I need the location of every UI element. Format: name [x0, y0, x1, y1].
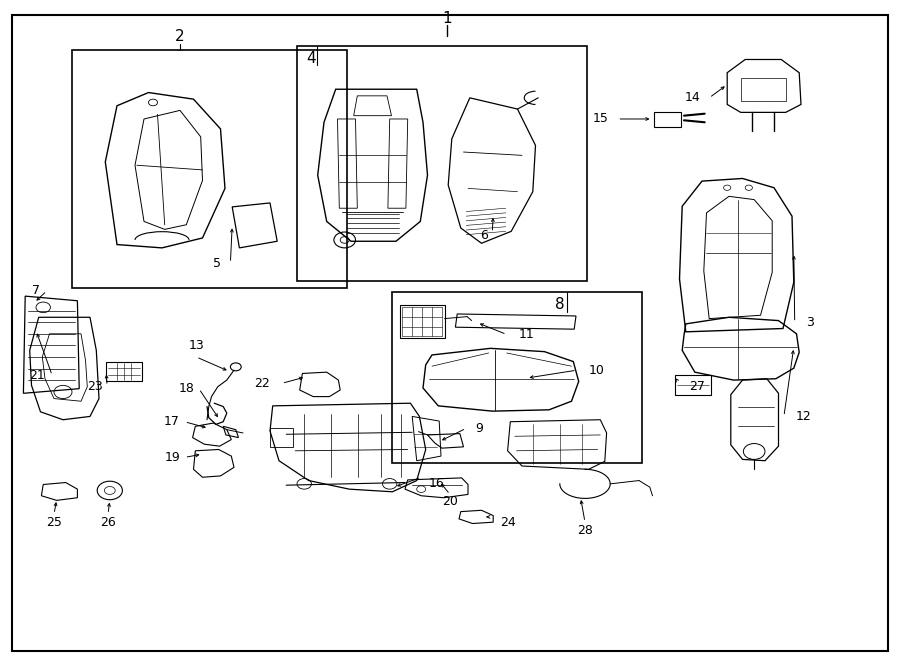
Text: 4: 4 [306, 51, 316, 65]
Text: 9: 9 [475, 422, 483, 435]
Text: 17: 17 [164, 415, 180, 428]
Text: 23: 23 [87, 379, 103, 393]
Text: 12: 12 [796, 410, 812, 423]
Text: 24: 24 [500, 516, 517, 529]
Text: 14: 14 [685, 91, 700, 104]
Text: 11: 11 [518, 328, 535, 341]
Bar [270, 428, 292, 447]
Bar [72, 50, 346, 288]
Text: 1: 1 [443, 11, 452, 26]
Text: 25: 25 [46, 516, 62, 529]
Bar [106, 362, 142, 381]
Bar [654, 112, 681, 127]
Text: 15: 15 [592, 112, 608, 126]
Text: 22: 22 [254, 377, 270, 390]
Bar [297, 46, 587, 281]
Bar [675, 375, 711, 395]
Bar [392, 292, 642, 463]
Text: 21: 21 [29, 369, 45, 382]
Text: 28: 28 [577, 524, 593, 537]
Text: 7: 7 [32, 284, 40, 297]
Text: 20: 20 [442, 494, 458, 508]
Text: 6: 6 [480, 229, 488, 243]
Text: 5: 5 [213, 256, 221, 270]
Text: 27: 27 [689, 380, 706, 393]
Text: 8: 8 [554, 297, 564, 311]
Text: 19: 19 [164, 451, 180, 464]
Text: 3: 3 [806, 316, 814, 329]
Text: 16: 16 [428, 477, 445, 490]
Text: 26: 26 [100, 516, 116, 529]
Text: 2: 2 [176, 29, 184, 44]
Text: 18: 18 [178, 382, 194, 395]
Text: 13: 13 [188, 338, 204, 352]
Text: 10: 10 [589, 364, 605, 377]
